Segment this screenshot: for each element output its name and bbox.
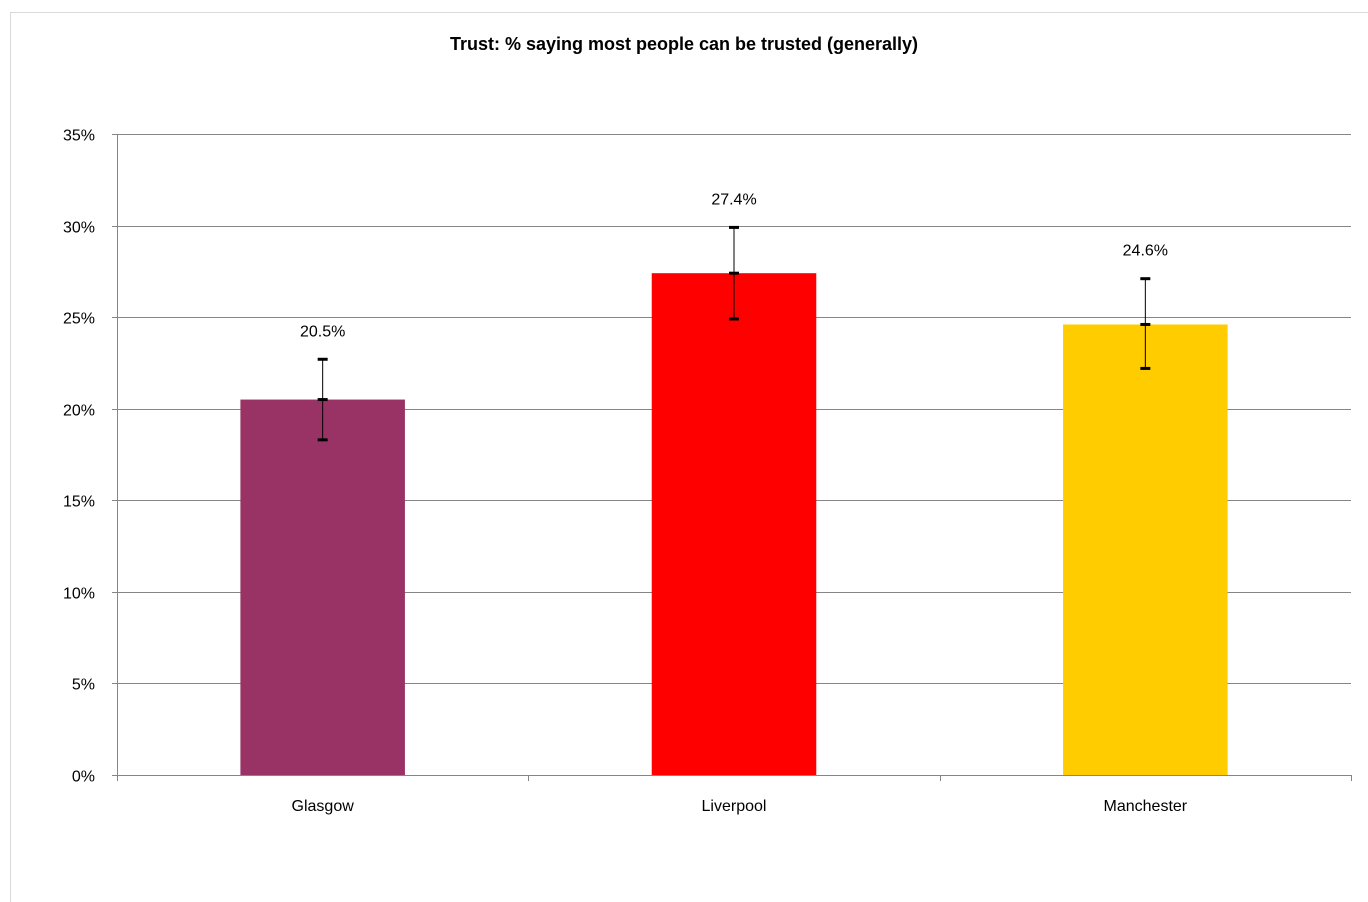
y-tick-label: 5% bbox=[72, 677, 95, 694]
y-tick-label: 30% bbox=[63, 220, 95, 237]
y-tick-label: 25% bbox=[63, 311, 95, 328]
chart-frame bbox=[10, 12, 1368, 902]
x-tick-label: Manchester bbox=[1104, 798, 1188, 815]
chart-title: Trust: % saying most people can be trust… bbox=[449, 34, 919, 54]
bar bbox=[240, 399, 405, 775]
bar bbox=[1063, 324, 1228, 775]
x-tick-label: Liverpool bbox=[702, 798, 767, 815]
data-label: 20.5% bbox=[300, 323, 345, 340]
bar bbox=[651, 273, 817, 775]
y-tick-label: 20% bbox=[63, 403, 95, 420]
y-tick-label: 15% bbox=[63, 494, 95, 511]
data-label: 24.6% bbox=[1123, 243, 1168, 260]
y-tick-label: 10% bbox=[63, 586, 95, 603]
data-label: 27.4% bbox=[711, 191, 756, 208]
x-tick-label: Glasgow bbox=[292, 798, 355, 815]
y-tick-label: 35% bbox=[63, 128, 95, 145]
y-tick-label: 0% bbox=[72, 769, 95, 786]
